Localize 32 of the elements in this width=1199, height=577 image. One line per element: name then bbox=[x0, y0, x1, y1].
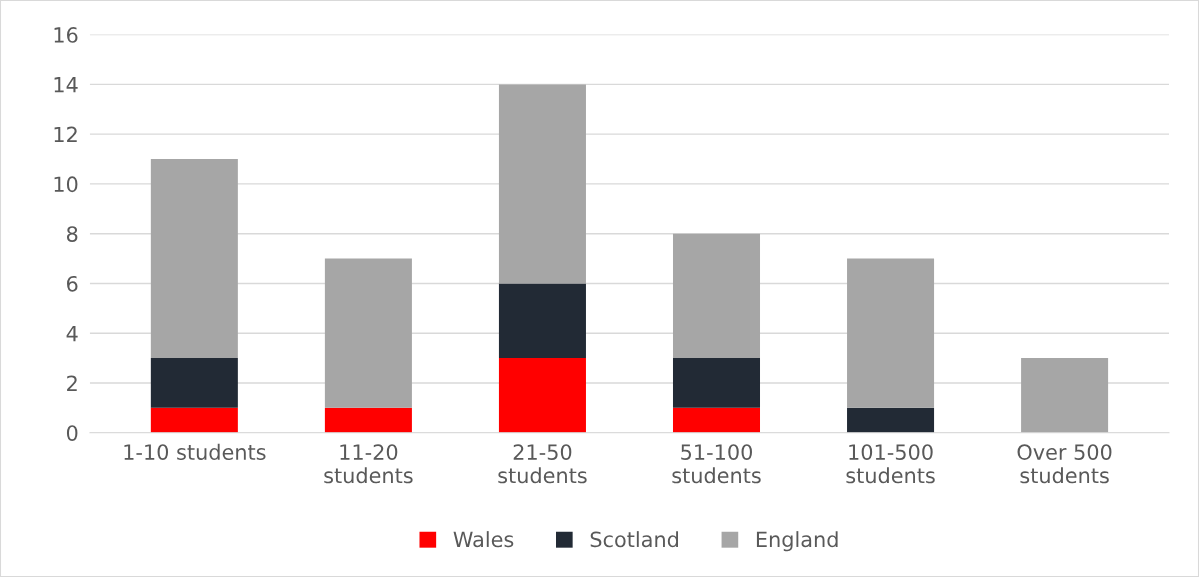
bar bbox=[498, 358, 586, 433]
y-tick-label: 6 bbox=[67, 275, 78, 292]
y-tick-label: 8 bbox=[66, 226, 78, 242]
y-tick-label: 0 bbox=[66, 425, 78, 441]
x-tick-label: 11-20 students bbox=[324, 444, 413, 484]
y-tick-label: 4 bbox=[66, 325, 78, 342]
y-tick-label: 2 bbox=[67, 375, 77, 391]
y-tick-label: 14 bbox=[54, 77, 78, 93]
x-tick-label: 21-50 students bbox=[498, 444, 587, 484]
y-tick-label: 10 bbox=[54, 176, 78, 193]
bar bbox=[150, 159, 238, 359]
y-tick-label: 12 bbox=[54, 126, 77, 143]
legend-label: Wales bbox=[453, 531, 514, 548]
x-tick-label: 101-500 students bbox=[846, 444, 935, 484]
bar bbox=[1021, 358, 1109, 433]
legend-label: England bbox=[756, 531, 838, 552]
bar bbox=[498, 283, 586, 359]
bar bbox=[672, 358, 761, 408]
x-tick-label: 51-100 students bbox=[672, 444, 761, 484]
y-tick-label: 16 bbox=[54, 27, 78, 43]
bar bbox=[672, 233, 761, 359]
bar bbox=[672, 407, 761, 433]
x-tick-label: 1-10 students bbox=[124, 443, 266, 460]
bar bbox=[847, 258, 935, 408]
bar bbox=[498, 84, 586, 284]
bar bbox=[847, 407, 935, 433]
x-tick-label: Over 500 students bbox=[1017, 444, 1112, 484]
bar bbox=[324, 407, 412, 433]
bar bbox=[150, 358, 238, 408]
bar bbox=[324, 258, 412, 408]
legend-label: Scotland bbox=[590, 531, 678, 548]
bar bbox=[150, 407, 238, 433]
